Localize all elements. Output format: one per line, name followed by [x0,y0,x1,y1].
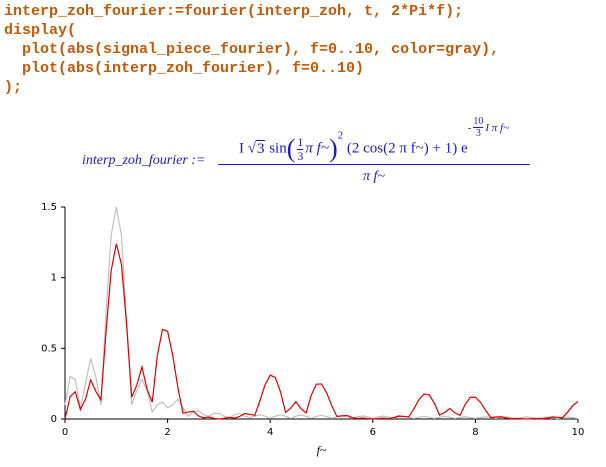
denominator: π f~ [363,169,385,184]
exp-tail: I π f~ [485,121,510,134]
frac-num: 1 [297,134,304,149]
code-line: display( [4,22,77,39]
x-tick-label: 0 [62,427,68,438]
output-formula: interp_zoh_fourier := I √3 sin(1 3 π f~)2 … [0,112,606,192]
code-line: plot(abs(interp_zoh_fourier), f=0..10) [4,60,365,77]
code-line: plot(abs(signal_piece_fourier), f=0..10,… [4,41,500,58]
paren: ) [328,134,338,164]
radicand: 3 [255,139,266,157]
exponent: -10 3 I π f~ [468,116,509,139]
fraction-bar [218,164,530,165]
power: 2 [337,129,344,142]
arg: π f~ [305,140,329,157]
y-tick-label: 1.5 [41,202,57,213]
exp-num: 10 [473,116,484,127]
paren: ( [286,134,296,164]
exp-den: 3 [473,127,484,139]
sin: sin [269,140,287,157]
factor: (2 cos(2 π f~) + 1) [346,140,458,157]
x-tick-label: 8 [472,427,478,438]
series-line [64,206,579,420]
exp-base: e [461,140,468,157]
series-line [64,243,579,420]
exp-sign: - [467,121,472,134]
y-tick-label: 0 [51,414,57,425]
x-tick-label: 10 [572,427,585,438]
frac-den: 3 [297,148,304,163]
formula-lhs: interp_zoh_fourier := [82,153,206,168]
code-line: ); [4,79,23,96]
imag-unit: I [238,140,244,157]
root-sign: √ [247,140,256,157]
x-tick-label: 2 [164,427,170,438]
code-line: interp_zoh_fourier:=fourier(interp_zoh, … [4,3,464,20]
exp-fraction: 10 3 [473,116,484,139]
code-input[interactable]: interp_zoh_fourier:=fourier(interp_zoh, … [4,2,499,97]
numerator: I √3 sin(1 3 π f~)2 (2 cos(2 π f~) + 1) e-… [218,116,530,164]
x-axis-label: f~ [317,443,327,457]
x-tick-label: 6 [370,427,376,438]
y-tick-label: 0.5 [41,343,57,354]
y-tick-label: 1 [51,273,57,284]
x-tick-label: 4 [267,427,273,438]
